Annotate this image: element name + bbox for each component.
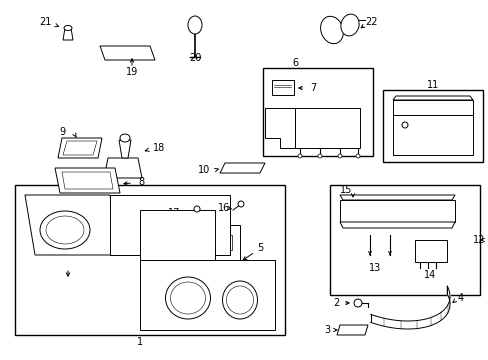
Text: 16: 16 bbox=[217, 203, 229, 213]
Polygon shape bbox=[25, 195, 120, 255]
Polygon shape bbox=[62, 172, 113, 189]
Ellipse shape bbox=[222, 281, 257, 319]
Polygon shape bbox=[264, 108, 294, 148]
Text: 14: 14 bbox=[423, 270, 435, 280]
Polygon shape bbox=[55, 168, 120, 193]
Ellipse shape bbox=[40, 211, 90, 249]
Ellipse shape bbox=[46, 216, 84, 244]
Polygon shape bbox=[392, 100, 472, 115]
Polygon shape bbox=[294, 108, 359, 148]
Polygon shape bbox=[392, 115, 472, 155]
Text: 18: 18 bbox=[153, 143, 165, 153]
Ellipse shape bbox=[340, 14, 358, 36]
Circle shape bbox=[238, 201, 244, 207]
Text: 20: 20 bbox=[188, 53, 201, 63]
Text: 22: 22 bbox=[364, 17, 377, 27]
Polygon shape bbox=[104, 158, 142, 178]
Text: 5: 5 bbox=[256, 243, 263, 253]
Ellipse shape bbox=[320, 16, 343, 44]
Text: 10: 10 bbox=[197, 165, 209, 175]
Polygon shape bbox=[140, 210, 215, 260]
Text: 17: 17 bbox=[167, 208, 180, 218]
Text: 1: 1 bbox=[137, 337, 143, 347]
Polygon shape bbox=[100, 46, 155, 60]
Polygon shape bbox=[140, 260, 274, 330]
Circle shape bbox=[194, 206, 200, 212]
Text: 13: 13 bbox=[368, 263, 380, 273]
Bar bbox=[382, 90, 482, 162]
Polygon shape bbox=[119, 140, 131, 158]
Polygon shape bbox=[220, 163, 264, 173]
Text: 8: 8 bbox=[138, 177, 144, 187]
Bar bbox=[263, 68, 372, 156]
Circle shape bbox=[401, 122, 407, 128]
Text: 11: 11 bbox=[426, 80, 438, 90]
Bar bbox=[15, 185, 285, 335]
Circle shape bbox=[297, 154, 302, 158]
Text: 15: 15 bbox=[339, 185, 352, 195]
Ellipse shape bbox=[165, 277, 210, 319]
Bar bbox=[414, 240, 446, 262]
Ellipse shape bbox=[226, 286, 253, 314]
Ellipse shape bbox=[64, 26, 72, 31]
Text: 19: 19 bbox=[125, 67, 138, 77]
Text: 7: 7 bbox=[309, 83, 316, 93]
Polygon shape bbox=[339, 200, 454, 222]
Bar bbox=[204, 225, 240, 270]
Circle shape bbox=[355, 154, 359, 158]
Text: 12: 12 bbox=[472, 235, 484, 245]
Polygon shape bbox=[58, 138, 102, 158]
Ellipse shape bbox=[170, 282, 205, 314]
Ellipse shape bbox=[187, 16, 202, 34]
Circle shape bbox=[337, 154, 341, 158]
Polygon shape bbox=[336, 325, 367, 335]
Text: 4: 4 bbox=[457, 293, 463, 303]
Text: 21: 21 bbox=[39, 17, 51, 27]
Polygon shape bbox=[339, 195, 454, 200]
Text: 3: 3 bbox=[323, 325, 329, 335]
Text: 2: 2 bbox=[333, 298, 339, 308]
Polygon shape bbox=[63, 141, 97, 155]
Ellipse shape bbox=[120, 134, 130, 142]
Circle shape bbox=[317, 154, 321, 158]
Polygon shape bbox=[339, 222, 454, 228]
Circle shape bbox=[353, 299, 361, 307]
Text: 6: 6 bbox=[291, 58, 298, 68]
Text: 9: 9 bbox=[59, 127, 65, 137]
Bar bbox=[212, 235, 231, 250]
Polygon shape bbox=[63, 28, 73, 40]
Polygon shape bbox=[110, 195, 229, 255]
Polygon shape bbox=[392, 96, 472, 100]
Bar bbox=[329, 185, 479, 295]
Bar bbox=[271, 80, 293, 95]
